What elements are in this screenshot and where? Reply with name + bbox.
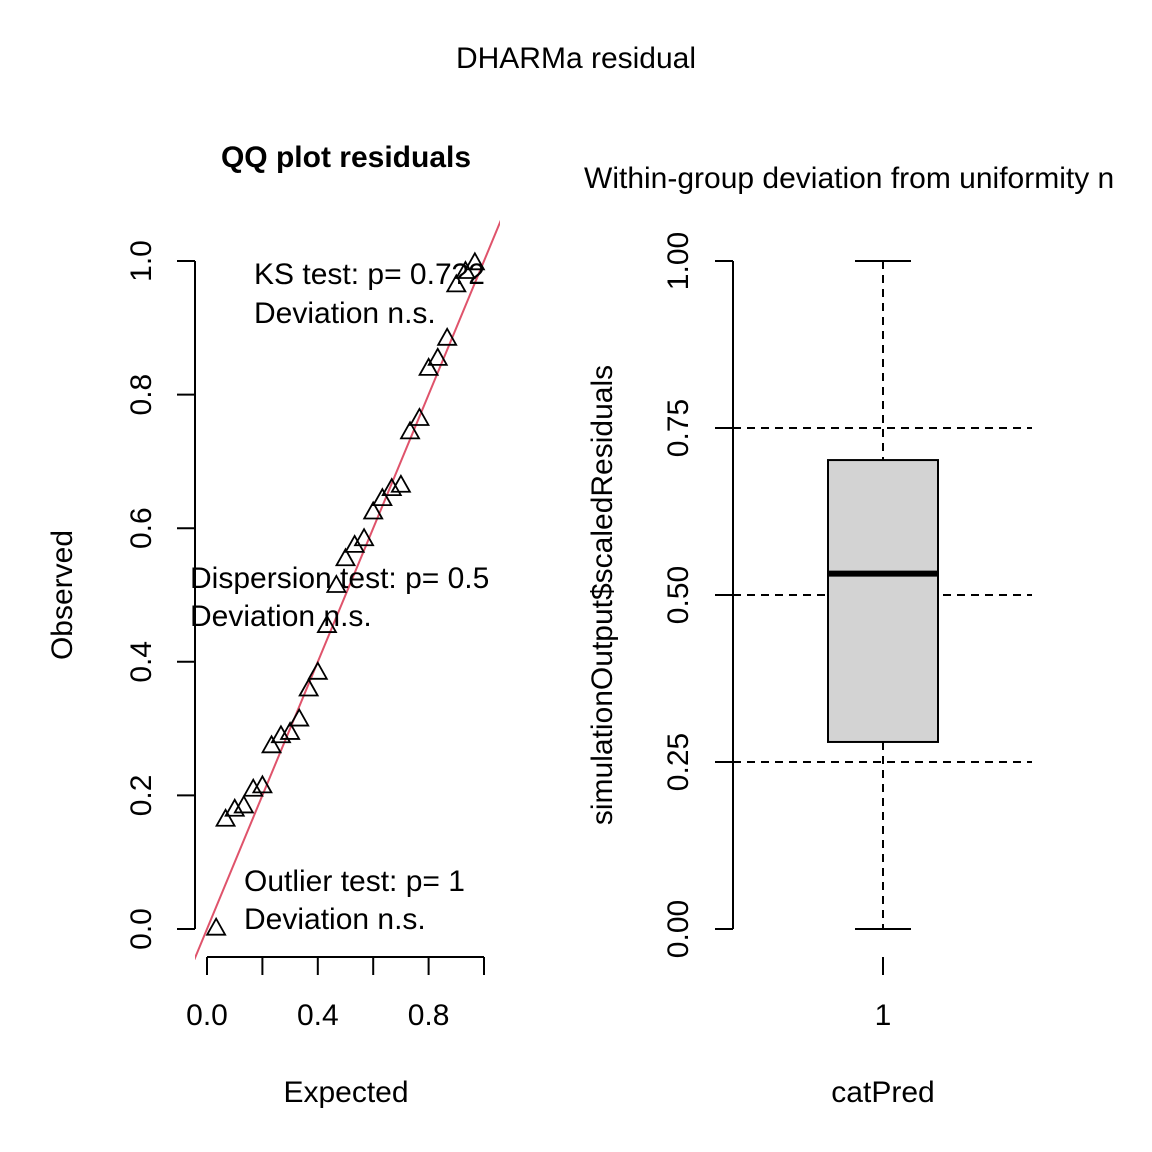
- qq-y-tick-label: 0.8: [125, 374, 158, 416]
- boxplot-axes: 0.00 0.25 0.50 0.75 1.00 1: [662, 232, 891, 1032]
- outlier-test-label: Outlier test: p= 1: [244, 865, 465, 898]
- qq-point: [436, 326, 458, 346]
- ks-deviation-label: Deviation n.s.: [254, 297, 436, 330]
- boxplot-title: Within-group deviation from uniformity n: [584, 162, 1114, 195]
- qq-point: [242, 777, 264, 797]
- qq-point: [390, 473, 412, 493]
- qq-x-tick-label: 0.0: [186, 999, 228, 1032]
- qq-point: [316, 614, 338, 633]
- qq-point: [445, 273, 467, 293]
- qq-point: [298, 677, 320, 697]
- qq-point: [381, 477, 403, 497]
- qq-reference-line-group: [195, 220, 500, 960]
- qq-y-tick-label: 0.2: [125, 775, 158, 817]
- boxplot-boxes: [827, 260, 939, 930]
- boxplot-y-tick-label: 1.00: [662, 232, 695, 290]
- dispersion-deviation-label: Deviation n.s.: [190, 600, 372, 633]
- boxplot-x-axis-label: catPred: [831, 1076, 934, 1109]
- qq-point: [362, 500, 384, 520]
- boxplot-y-tick-label: 0.25: [662, 733, 695, 791]
- interquartile-box: [827, 459, 939, 743]
- qq-point: [224, 797, 246, 817]
- qq-y-tick-label: 0.6: [125, 507, 158, 549]
- qq-x-tick-label: 0.4: [297, 999, 339, 1032]
- boxplot-reference-lines: [733, 427, 1032, 763]
- qq-point: [408, 407, 430, 426]
- qq-y-tick-label: 1.0: [125, 240, 158, 282]
- qq-point: [288, 707, 310, 727]
- uniformity-boxplot-panel: Within-group deviation from uniformity n…: [584, 162, 1114, 1109]
- qq-point: [215, 807, 237, 827]
- qq-point: [261, 734, 283, 754]
- boxplot-y-tick-label: 0.75: [662, 399, 695, 457]
- qq-point: [205, 916, 227, 936]
- qq-plot-title: QQ plot residuals: [221, 141, 471, 174]
- qq-reference-line: [195, 220, 500, 960]
- boxplot-y-tick-label: 0.00: [662, 900, 695, 958]
- boxplot-y-axis-label: simulationOutput$scaledResiduals: [586, 365, 619, 825]
- qq-point: [325, 574, 347, 593]
- qq-point: [399, 420, 421, 440]
- qq-point: [464, 251, 486, 271]
- qq-points: [205, 251, 486, 936]
- qq-point: [371, 487, 393, 507]
- figure-title: DHARMa residual: [456, 42, 696, 75]
- ks-test-label: KS test: p= 0.7?2: [254, 258, 485, 291]
- qq-point: [233, 794, 255, 814]
- qq-point: [279, 721, 301, 740]
- dispersion-test-label: Dispersion test: p= 0.5: [190, 562, 489, 595]
- qq-point: [427, 347, 449, 366]
- qq-axes: 0.0 0.4 0.8 0.0 0.2 0.4 0.6 0.8 1.0: [125, 240, 485, 1032]
- qq-y-axis-label: Observed: [46, 530, 79, 660]
- qq-x-axis-label: Expected: [283, 1076, 408, 1109]
- qq-point: [270, 724, 292, 744]
- qq-x-tick-label: 0.8: [408, 999, 450, 1032]
- qq-point: [334, 547, 357, 567]
- boxplot-x-tick-label: 1: [875, 999, 892, 1032]
- qq-plot-panel: QQ plot residuals 0.0 0.4 0.80.00.20.40.60…: [46, 141, 500, 1109]
- boxplot-y-tick-label: 0.50: [662, 566, 695, 624]
- qq-y-tick-label: 0.4: [125, 641, 158, 683]
- qq-point: [344, 534, 366, 553]
- qq-point: [418, 357, 440, 376]
- outlier-deviation-label: Deviation n.s.: [244, 903, 426, 936]
- qq-point: [307, 660, 329, 680]
- qq-point: [353, 527, 375, 547]
- qq-y-tick-label: 0.0: [125, 908, 158, 950]
- qq-point: [251, 774, 273, 794]
